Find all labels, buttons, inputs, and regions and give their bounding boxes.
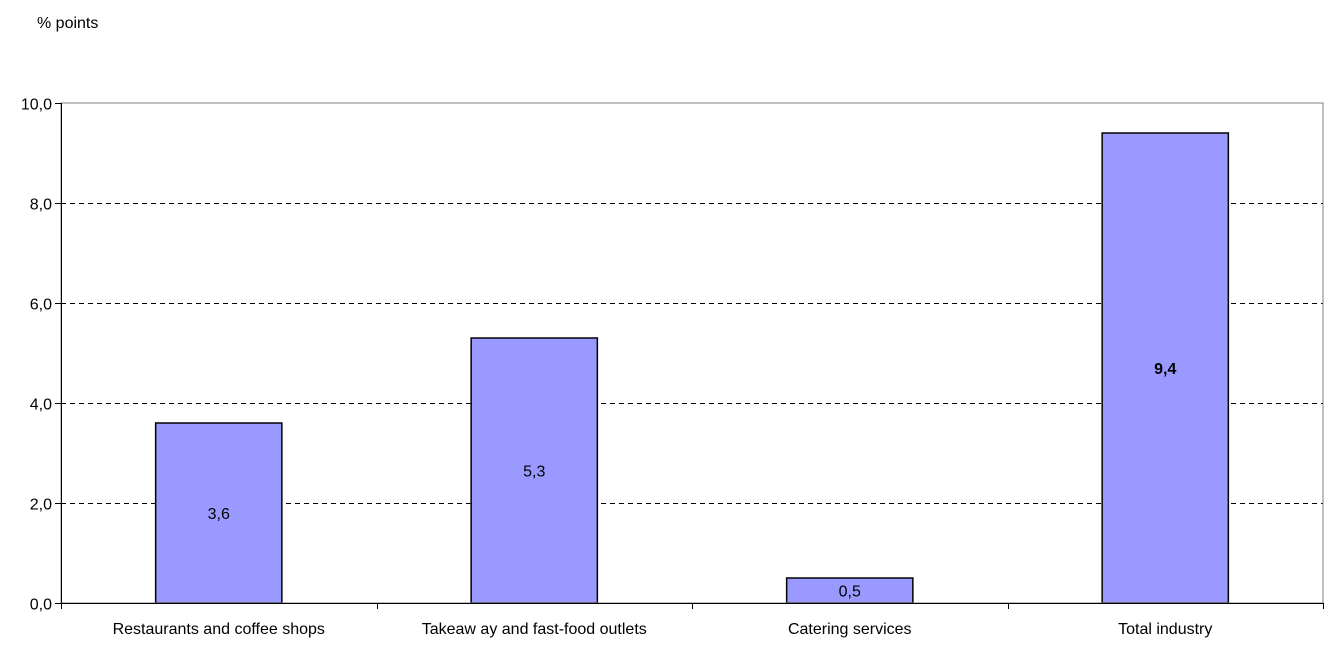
x-tick-label: Total industry [1118, 621, 1212, 638]
bar [785, 577, 914, 604]
bar [1101, 132, 1230, 604]
bars [154, 132, 1230, 604]
x-tick-label: Catering services [788, 621, 912, 638]
bar [154, 422, 283, 604]
y-tick-label: 6,0 [30, 297, 52, 314]
x-tick-label: Takeaw ay and fast-food outlets [422, 621, 647, 638]
axes [55, 102, 1324, 609]
data-label: 0,5 [839, 584, 861, 601]
y-tick-label: 4,0 [30, 397, 52, 414]
data-label: 5,3 [523, 464, 545, 481]
y-tick-label: 8,0 [30, 197, 52, 214]
labels: 0,0 2,0 4,0 6,0 8,0 10,0 3,6 Restaurants and co… [21, 97, 1213, 639]
y-tick-label: 0,0 [30, 597, 52, 614]
y-axis-label: % points [37, 15, 98, 32]
x-tick-label: Restaurants and coffee shops [113, 621, 325, 638]
data-label: 9,4 [1154, 361, 1176, 378]
data-label: 3,6 [208, 506, 230, 523]
y-tick-label: 10,0 [21, 97, 52, 114]
y-tick-label: 2,0 [30, 497, 52, 514]
